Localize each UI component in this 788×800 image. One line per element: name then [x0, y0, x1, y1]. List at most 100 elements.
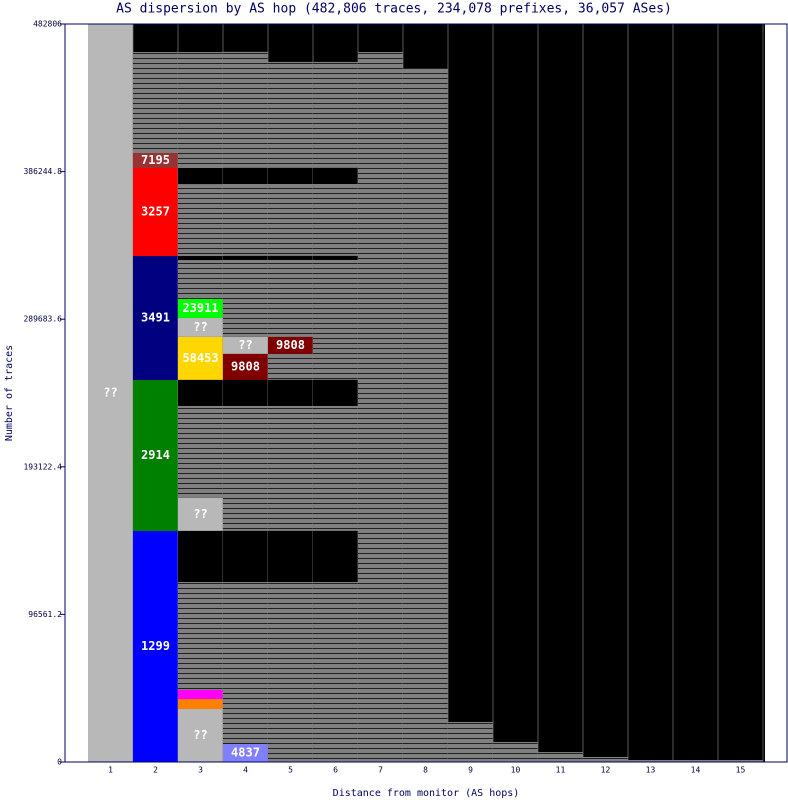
x-tick-label: 13 — [646, 766, 656, 775]
segment — [313, 259, 358, 380]
segment — [223, 581, 268, 744]
x-tick-label: 15 — [736, 766, 746, 775]
segment-label: 58453 — [182, 351, 218, 365]
segment — [178, 167, 223, 185]
segment — [178, 581, 223, 691]
segment-label: ?? — [193, 320, 207, 334]
segment — [223, 743, 268, 762]
segment — [178, 405, 223, 498]
segment — [178, 690, 223, 700]
segment — [133, 256, 178, 381]
x-tick-label: 8 — [423, 766, 428, 775]
x-tick-label: 9 — [468, 766, 473, 775]
segment — [718, 760, 763, 762]
segment — [178, 298, 223, 318]
segment — [268, 379, 313, 406]
segment — [268, 183, 313, 256]
segment — [223, 167, 268, 184]
segment — [178, 317, 223, 337]
y-tick-label: 96561.2 — [28, 610, 62, 619]
segment — [133, 167, 178, 257]
segment-label: ?? — [193, 507, 207, 521]
segment — [178, 699, 223, 709]
segment — [268, 530, 313, 582]
segment — [223, 259, 268, 337]
segment — [313, 167, 358, 184]
x-tick-label: 7 — [378, 766, 383, 775]
segment — [178, 184, 223, 257]
segment-label: 23911 — [182, 301, 218, 315]
x-tick-label: 4 — [243, 766, 248, 775]
segment-label: ?? — [103, 386, 117, 400]
x-tick-label: 11 — [556, 766, 566, 775]
segment — [448, 721, 493, 762]
segment — [313, 581, 358, 762]
segment — [268, 255, 313, 260]
segment — [223, 405, 268, 531]
segment-label: 9808 — [276, 338, 305, 352]
x-tick-label: 6 — [333, 766, 338, 775]
y-axis-label: Number of traces — [4, 345, 15, 441]
x-tick-label: 12 — [601, 766, 611, 775]
y-tick-label: 0 — [57, 758, 62, 767]
segment — [268, 405, 313, 531]
plot: ?? 1299 2914 3491 3257 7195???? 58453?? 23911 48… — [88, 24, 764, 763]
segment — [223, 336, 268, 354]
segment — [313, 255, 358, 260]
segment — [178, 379, 223, 406]
chart-title: AS dispersion by AS hop (482,806 traces,… — [116, 2, 672, 17]
segment — [268, 336, 313, 354]
segment — [88, 24, 133, 762]
segment — [313, 405, 358, 531]
segment — [268, 61, 313, 168]
segment — [178, 256, 223, 261]
segment — [538, 752, 583, 762]
segment — [133, 380, 178, 532]
plot-frame — [64, 23, 788, 763]
segment — [583, 756, 628, 762]
segment-label: 3257 — [141, 205, 170, 219]
segment — [223, 51, 268, 168]
segment — [223, 379, 268, 406]
segment-label: 3491 — [141, 311, 170, 325]
segment-label: 7195 — [141, 153, 170, 167]
segment-label: 4837 — [231, 745, 260, 759]
segment — [493, 741, 538, 762]
segment — [673, 760, 718, 762]
x-tick-label: 5 — [288, 766, 293, 775]
segment — [628, 760, 673, 762]
y-tick-label: 386244.8 — [23, 167, 62, 176]
segment — [178, 336, 223, 380]
segment — [133, 531, 178, 762]
segment — [178, 51, 223, 168]
segment-label: 9808 — [231, 359, 260, 373]
segment — [268, 353, 313, 380]
x-tick-label: 10 — [511, 766, 521, 775]
segment — [403, 68, 448, 763]
segment — [268, 167, 313, 184]
segment — [133, 153, 178, 168]
segment-label: ?? — [238, 338, 252, 352]
x-tick-label: 3 — [198, 766, 203, 775]
x-tick-label: 14 — [691, 766, 701, 775]
segment — [313, 530, 358, 582]
segment — [178, 260, 223, 299]
segment — [223, 530, 268, 582]
y-tick-label: 482806 — [33, 20, 62, 29]
segment — [358, 51, 403, 763]
x-axis-label: Distance from monitor (AS hops) — [333, 788, 520, 799]
segment — [223, 183, 268, 256]
segment — [313, 183, 358, 256]
x-tick-label: 2 — [153, 766, 158, 775]
segment-label: ?? — [193, 728, 207, 742]
segment — [313, 379, 358, 406]
segment — [178, 497, 223, 531]
x-tick-label: 1 — [108, 766, 113, 775]
y-tick-label: 289683.6 — [23, 315, 62, 324]
segment — [223, 353, 268, 380]
y-tick-label: 193122.4 — [23, 462, 62, 471]
segment-label: 1299 — [141, 639, 170, 653]
segment — [178, 530, 223, 582]
segment — [178, 708, 223, 762]
